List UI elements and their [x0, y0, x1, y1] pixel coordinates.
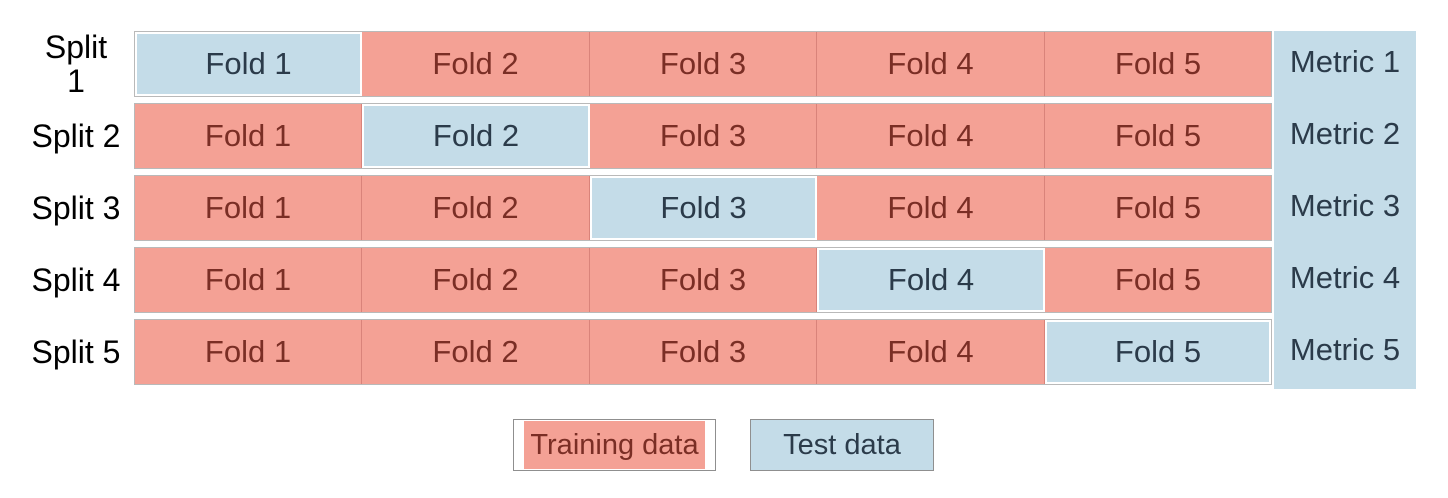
test-fold: Fold 1 — [135, 32, 362, 96]
training-fold: Fold 2 — [362, 320, 590, 384]
training-fold: Fold 4 — [817, 320, 1045, 384]
training-fold: Fold 2 — [362, 176, 590, 240]
training-fold: Fold 4 — [817, 176, 1045, 240]
training-fold: Fold 5 — [1045, 248, 1271, 312]
training-fold: Fold 2 — [362, 248, 590, 312]
test-fold: Fold 4 — [817, 248, 1045, 312]
metric-label: Metric 5 — [1289, 332, 1401, 367]
split-label-line: Split 5 — [31, 334, 121, 370]
training-fold: Fold 1 — [135, 320, 362, 384]
training-fold: Fold 5 — [1045, 176, 1271, 240]
split-label-line: 1 — [67, 63, 85, 99]
split-label-line: Split 3 — [31, 190, 121, 226]
legend-test-label: Test data — [783, 428, 901, 461]
split-row: Fold 1 Fold 2 Fold 3 Fold 4 Fold 5 — [134, 247, 1272, 313]
split-label: Split 4 — [18, 263, 134, 297]
split-row: Fold 1 Fold 2 Fold 3 Fold 4 Fold 5 — [134, 319, 1272, 385]
training-fold: Fold 1 — [135, 104, 362, 168]
split-row: Fold 1 Fold 2 Fold 3 Fold 4 Fold 5 — [134, 103, 1272, 169]
training-fold: Fold 3 — [590, 248, 817, 312]
training-fold: Fold 4 — [817, 104, 1045, 168]
training-fold: Fold 1 — [135, 248, 362, 312]
split-label-line: Split — [44, 29, 108, 65]
test-fold: Fold 3 — [590, 176, 817, 240]
training-fold: Fold 1 — [135, 176, 362, 240]
training-fold: Fold 3 — [590, 320, 817, 384]
training-fold: Fold 3 — [590, 32, 817, 96]
metric-label: Metric 4 — [1289, 260, 1401, 295]
legend-training-label: Training data — [530, 428, 699, 461]
split-label: Split 3 — [18, 191, 134, 225]
metric-label: Metric 2 — [1289, 116, 1401, 151]
split-row: Fold 1 Fold 2 Fold 3 Fold 4 Fold 5 — [134, 175, 1272, 241]
legend-test-data: Test data — [750, 419, 934, 471]
legend-training-data: Training data — [513, 419, 716, 471]
split-label-line: Split 2 — [31, 118, 121, 154]
test-fold: Fold 5 — [1045, 320, 1271, 384]
split-label-line: Split 4 — [31, 262, 121, 298]
test-fold: Fold 2 — [362, 104, 590, 168]
training-fold: Fold 5 — [1045, 32, 1271, 96]
metric-label: Metric 1 — [1289, 44, 1401, 79]
training-fold: Fold 5 — [1045, 104, 1271, 168]
split-label: Split 5 — [18, 335, 134, 369]
training-fold: Fold 3 — [590, 104, 817, 168]
split-label: Split 1 — [18, 30, 134, 98]
legend-training-swatch — [524, 421, 705, 469]
split-row: Fold 1 Fold 2 Fold 3 Fold 4 Fold 5 — [134, 31, 1272, 97]
metric-column — [1274, 31, 1416, 389]
metric-label: Metric 3 — [1289, 188, 1401, 223]
training-fold: Fold 2 — [362, 32, 590, 96]
training-fold: Fold 4 — [817, 32, 1045, 96]
split-label: Split 2 — [18, 119, 134, 153]
